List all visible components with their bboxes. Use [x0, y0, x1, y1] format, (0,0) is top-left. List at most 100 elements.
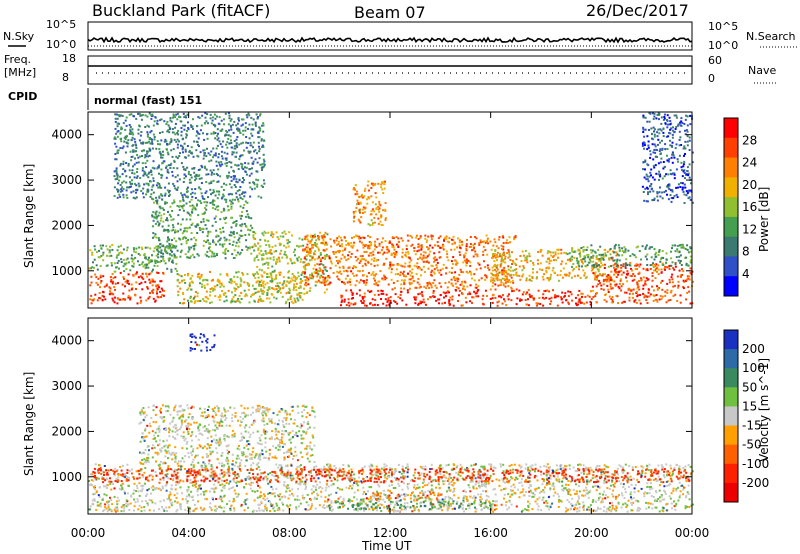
heatmap-cell — [161, 131, 164, 134]
heatmap-cell — [685, 264, 688, 267]
heatmap-cell — [492, 281, 495, 284]
heatmap-cell — [232, 178, 235, 181]
heatmap-cell — [336, 270, 339, 273]
heatmap-cell — [385, 257, 388, 260]
heatmap-cell — [379, 204, 382, 207]
heatmap-cell — [421, 295, 424, 298]
heatmap-cell — [111, 248, 114, 251]
heatmap-cell — [212, 289, 215, 292]
heatmap-cell — [269, 472, 272, 474]
heatmap-cell — [117, 189, 120, 192]
heatmap-cell — [90, 281, 93, 284]
heatmap-cell — [254, 149, 257, 152]
heatmap-cell — [288, 292, 291, 294]
heatmap-cell — [341, 299, 344, 302]
heatmap-cell — [297, 299, 300, 302]
heatmap-cell — [448, 299, 451, 301]
heatmap-cell — [247, 112, 250, 115]
heatmap-cell — [359, 221, 362, 224]
heatmap-cell — [372, 277, 375, 280]
heatmap-cell — [178, 155, 181, 158]
heatmap-cell — [259, 238, 262, 241]
heatmap-cell — [649, 150, 652, 153]
heatmap-cell — [237, 270, 240, 273]
heatmap-cell — [675, 186, 678, 189]
heatmap-cell — [168, 193, 171, 196]
heatmap-cell — [504, 285, 507, 288]
heatmap-cell — [384, 217, 387, 220]
heatmap-cell — [572, 263, 575, 265]
heatmap-cell — [114, 178, 117, 181]
heatmap-cell — [325, 288, 328, 291]
heatmap-cell — [288, 287, 291, 290]
heatmap-cell — [450, 271, 453, 274]
heatmap-cell — [120, 140, 123, 143]
heatmap-cell — [133, 248, 135, 251]
heatmap-cell — [571, 258, 573, 261]
heatmap-cell — [314, 243, 317, 246]
heatmap-cell — [262, 234, 265, 237]
heatmap-cell — [130, 159, 133, 162]
heatmap-cell — [516, 297, 519, 300]
heatmap-cell — [323, 278, 326, 281]
heatmap-cell — [428, 247, 430, 250]
heatmap-cell — [231, 123, 234, 126]
heatmap-cell — [202, 218, 205, 221]
heatmap-cell — [230, 234, 233, 237]
heatmap-cell — [581, 265, 583, 268]
heatmap-cell — [343, 298, 346, 301]
heatmap-cell — [683, 280, 686, 283]
heatmap-cell — [187, 127, 190, 129]
heatmap-cell — [182, 236, 185, 239]
heatmap-cell — [614, 251, 617, 254]
heatmap-cell — [298, 237, 301, 240]
heatmap-cell — [109, 245, 111, 248]
heatmap-cell — [288, 231, 291, 234]
heatmap-cell — [481, 302, 484, 305]
heatmap-cell — [520, 299, 523, 302]
heatmap-cell — [689, 255, 692, 258]
heatmap-cell — [139, 177, 142, 179]
heatmap-cell — [94, 273, 97, 276]
heatmap-cell — [261, 257, 264, 260]
heatmap-cell — [158, 222, 161, 225]
heatmap-cell — [182, 124, 185, 127]
heatmap-cell — [246, 294, 249, 297]
heatmap-cell — [283, 253, 286, 256]
heatmap-cell — [512, 281, 515, 284]
heatmap-cell — [500, 244, 503, 247]
heatmap-cell — [134, 251, 137, 254]
heatmap-cell — [119, 162, 122, 165]
heatmap-cell — [100, 247, 103, 250]
heatmap-cell — [652, 126, 655, 129]
heatmap-cell — [145, 166, 148, 168]
heatmap-cell — [494, 256, 497, 259]
heatmap-cell — [397, 246, 400, 248]
heatmap-cell — [608, 249, 611, 252]
heatmap-cell — [674, 147, 677, 150]
heatmap-cell — [260, 502, 263, 505]
heatmap-cell — [661, 139, 663, 142]
heatmap-cell — [132, 114, 135, 117]
heatmap-cell — [589, 249, 592, 252]
heatmap-cell — [113, 136, 116, 139]
heatmap-cell — [194, 242, 197, 245]
heatmap-cell — [597, 258, 600, 261]
heatmap-cell — [236, 251, 239, 254]
heatmap-cell — [335, 239, 338, 242]
heatmap-cell — [394, 293, 397, 296]
heatmap-cell — [314, 244, 317, 247]
heatmap-cell — [138, 125, 141, 128]
heatmap-cell — [433, 272, 436, 275]
heatmap-cell — [304, 488, 307, 491]
heatmap-cell — [465, 258, 468, 261]
heatmap-cell — [485, 483, 488, 486]
heatmap-cell — [215, 160, 218, 163]
heatmap-cell — [542, 293, 545, 296]
heatmap-cell — [189, 174, 192, 176]
heatmap-cell — [651, 199, 654, 202]
heatmap-cell — [668, 264, 671, 267]
heatmap-cell — [187, 170, 190, 173]
heatmap-cell — [215, 243, 217, 246]
heatmap-cell — [119, 175, 121, 178]
